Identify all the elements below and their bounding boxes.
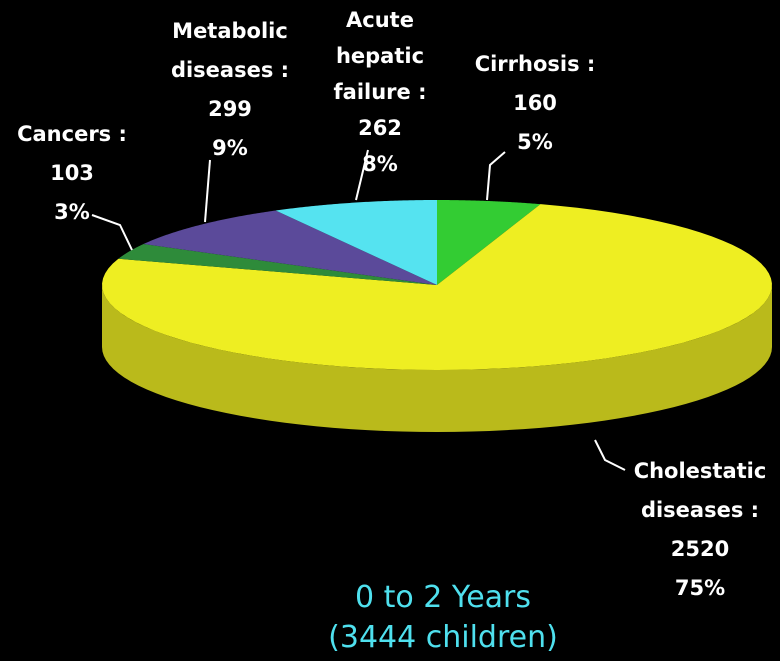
leader-line	[355, 149, 369, 201]
pie-slice	[143, 210, 437, 285]
label-metabolic: Metabolic diseases : 299 9%	[160, 12, 300, 168]
category-label: Acute hepatic failure :	[333, 8, 427, 104]
category-label: Cancers :	[17, 122, 127, 146]
category-label: Cirrhosis :	[474, 52, 596, 76]
leader-line	[204, 159, 211, 223]
pie-slice	[102, 204, 772, 370]
pie-side	[102, 285, 772, 432]
pie	[102, 200, 772, 432]
pie-slice	[437, 200, 541, 285]
category-label: Cholestatic diseases :	[633, 459, 767, 522]
label-cirrhosis: Cirrhosis : 160 5%	[465, 45, 605, 162]
percent-label: 3%	[54, 200, 90, 224]
label-cholestatic: Cholestatic diseases : 2520 75%	[625, 452, 775, 608]
pie-slice	[275, 200, 437, 285]
leader-line	[594, 439, 626, 471]
category-label: Metabolic diseases :	[170, 19, 290, 82]
count-label: 103	[50, 161, 94, 185]
chart-title: 0 to 2 Years	[354, 580, 532, 615]
count-label: 160	[513, 91, 557, 115]
leader-line	[91, 214, 133, 251]
chart-subtitle: (3444 children)	[328, 620, 558, 655]
percent-label: 75%	[674, 576, 726, 600]
pie-slice	[118, 244, 438, 285]
count-label: 262	[358, 116, 402, 140]
leader-line	[486, 151, 506, 201]
percent-label: 9%	[212, 136, 248, 160]
label-acute: Acute hepatic failure : 262 8%	[320, 2, 440, 182]
label-cancers: Cancers : 103 3%	[7, 115, 137, 232]
percent-label: 5%	[517, 130, 553, 154]
count-label: 2520	[670, 537, 730, 561]
percent-label: 8%	[362, 152, 398, 176]
count-label: 299	[208, 97, 252, 121]
leader-lines	[91, 149, 626, 471]
